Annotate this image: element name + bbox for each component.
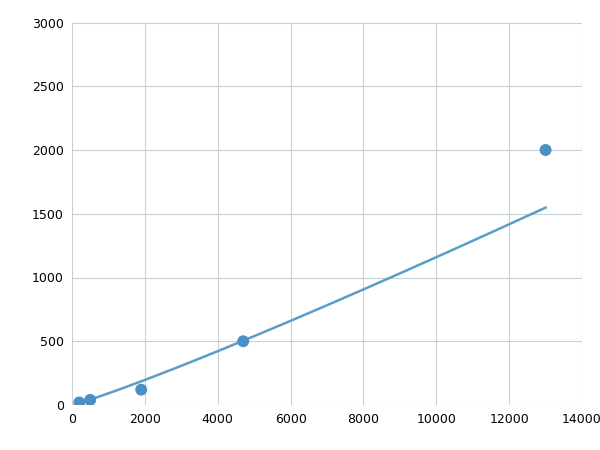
Point	[85, 396, 95, 404]
Point	[541, 146, 550, 153]
Point	[74, 399, 84, 406]
Point	[136, 386, 146, 393]
Point	[238, 338, 248, 345]
